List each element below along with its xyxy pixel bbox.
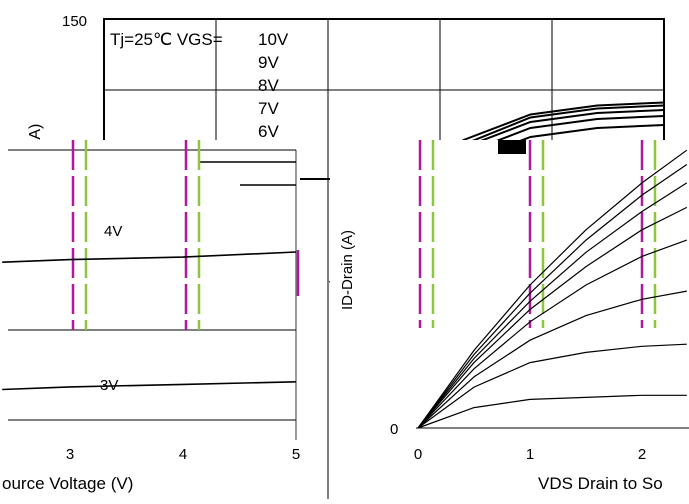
top-series-label: 6V: [258, 122, 279, 141]
top-series-label: 10V: [258, 30, 289, 49]
right-curve-6v: [417, 239, 688, 429]
top-ytick-label: 150: [62, 13, 87, 30]
right-curve-5v: [417, 290, 687, 429]
left-curve-3v: [2, 381, 297, 391]
right-curve-10v: [417, 149, 688, 429]
right-curve-3v: [417, 394, 687, 429]
right-curve-9v: [417, 164, 688, 429]
left-xtick-label: 5: [292, 446, 300, 463]
right-curve-7v: [417, 206, 688, 429]
right-ylabel: ID-Drain (A): [339, 230, 356, 310]
right-ytick-label: 0: [390, 421, 398, 438]
left-xticks: 3 4 5: [66, 446, 300, 463]
left-curves: [2, 251, 297, 391]
top-annotation: Tj=25℃ VGS=: [110, 30, 223, 49]
top-ylabel: (A): [27, 124, 44, 145]
left-xtick-label: 3: [66, 446, 74, 463]
right-xtick-label: 2: [638, 446, 646, 463]
right-xtick-label: 1: [526, 446, 534, 463]
left-xlabel: ource Voltage (V): [2, 474, 133, 493]
left-xtick-label: 4: [179, 446, 187, 463]
top-series-label: 9V: [258, 53, 279, 72]
right-panel-bg: [330, 140, 689, 440]
top-series-label: 8V: [258, 76, 279, 95]
left-curve-label: 4V: [104, 223, 122, 240]
left-curve-4v: [2, 251, 297, 263]
left-panel-bg: [0, 140, 300, 440]
right-black-block: [498, 140, 526, 154]
top-series-label: 7V: [258, 99, 279, 118]
right-curve-8v: [417, 182, 688, 429]
right-curves: [417, 149, 688, 429]
right-xtick-label: 0: [414, 446, 422, 463]
right-xlabel: VDS Drain to So: [538, 474, 663, 493]
right-chart: ID-Drain (A) 0 0 1 2 VDS Drain to So: [327, 140, 689, 499]
right-curve-4v: [417, 343, 687, 429]
right-xticks: 0 1 2: [414, 446, 646, 463]
